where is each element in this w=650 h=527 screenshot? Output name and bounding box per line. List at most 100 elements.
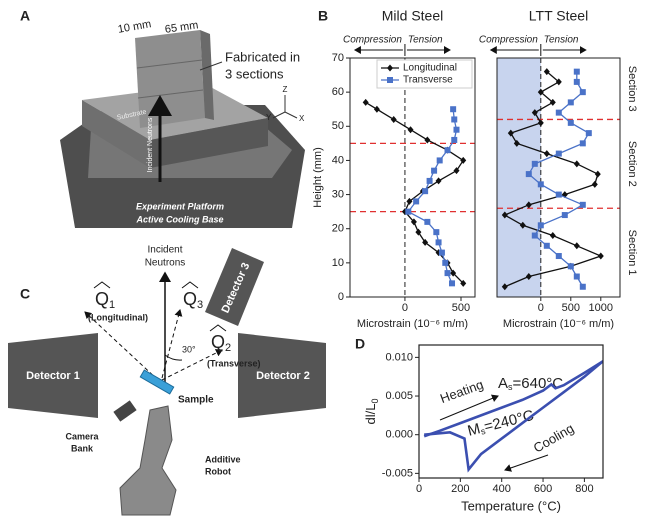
x-axis-label: Microstrain (10⁻⁶ m/m)	[503, 318, 614, 330]
detector-label: Detector 2	[256, 370, 310, 382]
marker	[537, 88, 544, 96]
marker	[573, 68, 580, 75]
hat	[93, 281, 111, 289]
marker	[555, 150, 562, 157]
callout: 3 sections	[225, 66, 284, 81]
marker	[424, 136, 431, 144]
y-axis-label: Height (mm)	[312, 147, 324, 208]
x-tick-label: 0	[538, 302, 544, 314]
marker	[579, 201, 586, 208]
x-axis-label: Temperature (°C)	[461, 498, 561, 513]
x-tick-label: 1000	[589, 302, 613, 314]
y-tick-label: -0.005	[382, 467, 413, 479]
y-tick-label: 0	[338, 291, 344, 303]
legend-label: Transverse	[403, 75, 453, 86]
marker	[573, 242, 580, 250]
compression-shade	[497, 58, 541, 297]
panel-c: Detector 1 Detector 2 Detector 3 Inciden…	[8, 245, 326, 516]
legend-label: Longitudinal	[403, 63, 457, 74]
q-symbol: Q	[211, 332, 225, 352]
callout-line	[199, 61, 223, 71]
q-arrow	[84, 311, 159, 381]
q-arrow	[161, 309, 183, 379]
plot-frame	[349, 57, 476, 298]
detector-label: Detector 1	[26, 370, 80, 382]
camera-label: Camera	[65, 431, 99, 441]
x-tick-label: 500	[562, 302, 580, 314]
plot-frame	[496, 57, 621, 298]
marker	[422, 188, 429, 195]
legend-marker	[387, 77, 393, 83]
series-line	[527, 71, 590, 288]
marker	[525, 273, 532, 281]
base-label: Active Cooling Base	[135, 214, 223, 224]
axis-label: X	[299, 114, 305, 123]
angle-arc	[164, 354, 183, 361]
y-tick-label: 0.010	[385, 351, 413, 363]
marker	[567, 119, 574, 126]
marker	[594, 170, 601, 178]
wall-side	[200, 30, 214, 120]
x-tick-label: 400	[493, 483, 511, 495]
marker	[362, 98, 369, 106]
marker	[405, 208, 412, 215]
series-line	[424, 360, 603, 473]
tension-label: Tension	[408, 35, 443, 46]
series-label: Cooling	[531, 421, 577, 456]
annotation-sub: s	[508, 382, 513, 392]
annotation-arrow	[439, 394, 499, 421]
marker	[579, 283, 586, 290]
y-axis-label-text: Height (mm)	[312, 147, 324, 208]
panel-label: A	[20, 8, 30, 24]
y-tick-label: 40	[332, 154, 344, 166]
marker	[424, 218, 431, 225]
x-tick-label: 0	[402, 302, 408, 314]
panel-label: C	[20, 286, 30, 302]
marker	[451, 136, 458, 143]
panel-label: D	[355, 336, 365, 352]
detector	[238, 333, 326, 418]
marker	[525, 171, 532, 178]
dimension: 65 mm	[164, 19, 199, 36]
marker	[579, 140, 586, 147]
marker	[431, 167, 438, 174]
section-label: Section 3	[626, 66, 638, 112]
compression-label: Compression	[479, 35, 538, 46]
detector	[8, 333, 98, 418]
marker	[519, 221, 526, 229]
q-label: Q2	[211, 332, 231, 354]
q-label: Q1	[95, 289, 115, 311]
marker	[390, 115, 397, 123]
marker	[543, 68, 550, 76]
marker	[573, 273, 580, 280]
marker	[561, 212, 568, 219]
marker	[406, 197, 413, 205]
camera	[113, 400, 137, 422]
angle-label: 30°	[182, 344, 196, 354]
tension-label: Tension	[544, 35, 579, 46]
x-axis-label: Microstrain (10⁻⁶ m/m)	[357, 318, 468, 330]
dimension: 10 mm	[117, 18, 152, 36]
series-label: Heating	[438, 377, 485, 406]
marker	[573, 78, 580, 85]
base-label: Experiment Platform	[136, 201, 224, 211]
q-symbol: Q	[183, 289, 197, 309]
marker	[444, 270, 451, 277]
marker	[555, 109, 562, 116]
marker	[573, 160, 580, 168]
marker	[537, 119, 544, 127]
substrate-side	[82, 100, 150, 168]
y-tick-label: 70	[332, 52, 344, 64]
robot-label: Additive	[205, 454, 241, 464]
sample-label: Sample	[178, 395, 214, 406]
axis-label: Y	[266, 113, 272, 122]
marker	[460, 156, 467, 164]
y-tick-label: 30	[332, 188, 344, 200]
marker	[413, 198, 420, 205]
marker	[579, 89, 586, 96]
q-sub: 2	[225, 342, 231, 354]
annotation-text: M	[466, 420, 482, 440]
beam-label: Incident Neutrons	[147, 117, 154, 172]
legend-marker	[387, 64, 393, 72]
